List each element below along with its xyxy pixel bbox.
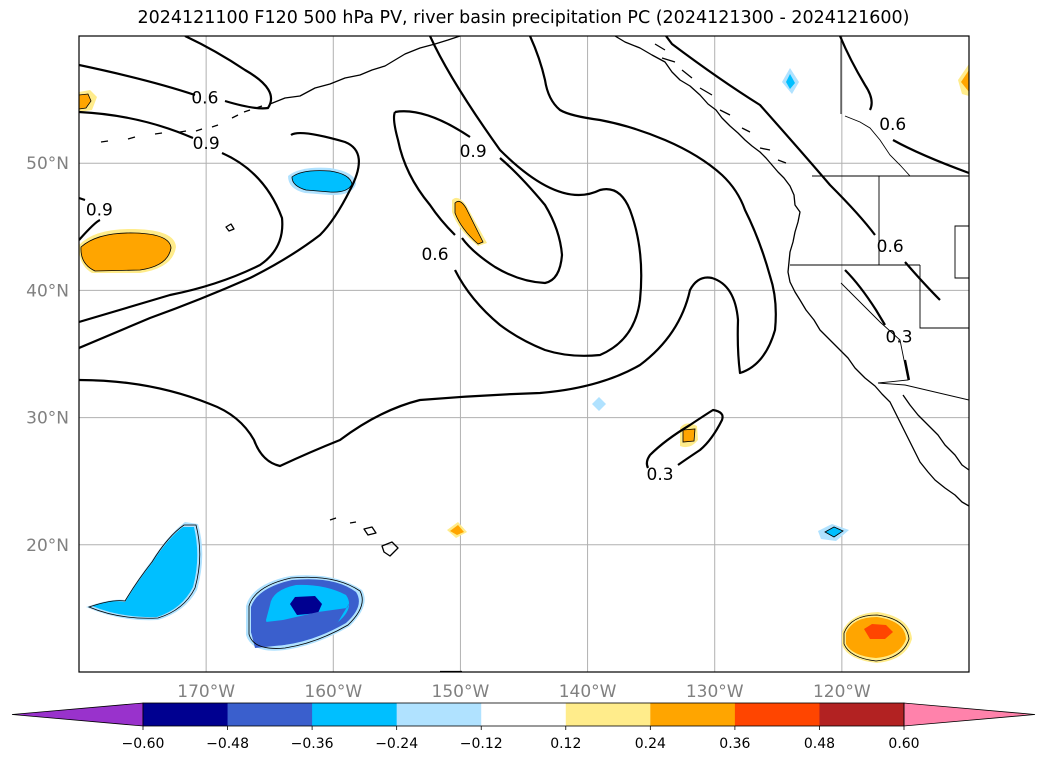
colorbar-bin [312,703,398,726]
lat-tick-label: 40°N [26,281,69,301]
pv-contour-label: 0.6 [421,245,448,265]
plot-frame [78,35,970,673]
colorbar-bin [227,703,313,726]
contour-labels: 0.6 0.9 0.9 0.9 0.6 0.6 0.6 0.3 0.3 [86,88,913,485]
colorbar-bin [565,703,651,726]
colorbar-bin [396,703,482,726]
precip-blob-positive-mid [452,197,487,246]
colorbar-over-arrow [903,702,1036,727]
precip-blob-aleutian-west [79,90,97,112]
colorbar-bin [650,703,736,726]
colorbar-tick-label: −0.24 [375,736,418,752]
pv-contour-label: 0.9 [86,200,113,220]
pv-contour-label: 0.9 [193,134,220,154]
lat-tick-label: 30°N [26,409,69,429]
precip-pc-shading [79,64,969,663]
lon-tick-label: 120°W [813,682,871,702]
gridlines [79,36,969,672]
precip-blob-negative-south [246,575,365,651]
pv-contour-label: 0.6 [879,115,906,135]
pv-contour-label: 0.3 [647,465,674,485]
plot-area [79,36,969,672]
colorbar-bin [481,703,567,726]
lat-tick-label: 20°N [26,536,69,556]
colorbar-frame [142,702,905,727]
colorbar-tick-label: −0.48 [206,736,249,752]
latitude-tick-labels: 20°N 30°N 40°N 50°N [26,154,69,556]
colorbar-under-arrow [11,702,144,727]
precip-blob-interior [958,64,969,96]
map-title: 2024121100 F120 500 hPa PV, river basin … [137,8,910,28]
colorbar-tick-label: 0.60 [888,736,919,752]
coastlines [100,36,969,557]
precip-blob-negative-sw [86,522,203,621]
longitude-tick-labels: 170°W 160°W 150°W 140°W 130°W 120°W [177,682,871,702]
lat-tick-label: 50°N [26,154,69,174]
lon-tick-label: 170°W [177,682,235,702]
lon-tick-label: 140°W [559,682,617,702]
pv-contour-label: 0.3 [886,327,913,347]
colorbar-tick-label: 0.24 [635,736,666,752]
colorbar-bin [819,703,905,726]
precip-blob-hawaii-north [447,522,467,538]
colorbar-bin [143,703,229,726]
pv-contour-label: 0.6 [877,237,904,257]
lon-tick-label: 150°W [432,682,490,702]
colorbar-tick-label: 0.48 [804,736,835,752]
pv-contour-label: 0.9 [460,142,487,162]
colorbar-bin [734,703,820,726]
precip-blob-negative-gulf [288,167,356,196]
colorbar-tick-label: 0.36 [719,736,750,752]
colorbar-tick-label: −0.12 [460,736,503,752]
pv-contour-label: 0.6 [191,88,218,108]
lon-tick-label: 160°W [304,682,362,702]
precip-blob-positive-se [842,612,912,663]
precip-blob-positive-west [79,228,176,273]
colorbar-tick-label: −0.60 [122,736,165,752]
lon-tick-label: 130°W [686,682,744,702]
colorbar-tick-label: −0.36 [291,736,334,752]
precip-blob-bc-coast [782,68,799,94]
colorbar-tick-label: 0.12 [550,736,581,752]
pv-contours [79,36,969,672]
colorbar: −0.60 −0.48 −0.36 −0.24 −0.12 0.12 0.24 0.36 0.4… [11,702,1036,752]
precip-blob-small-neg [592,397,606,411]
